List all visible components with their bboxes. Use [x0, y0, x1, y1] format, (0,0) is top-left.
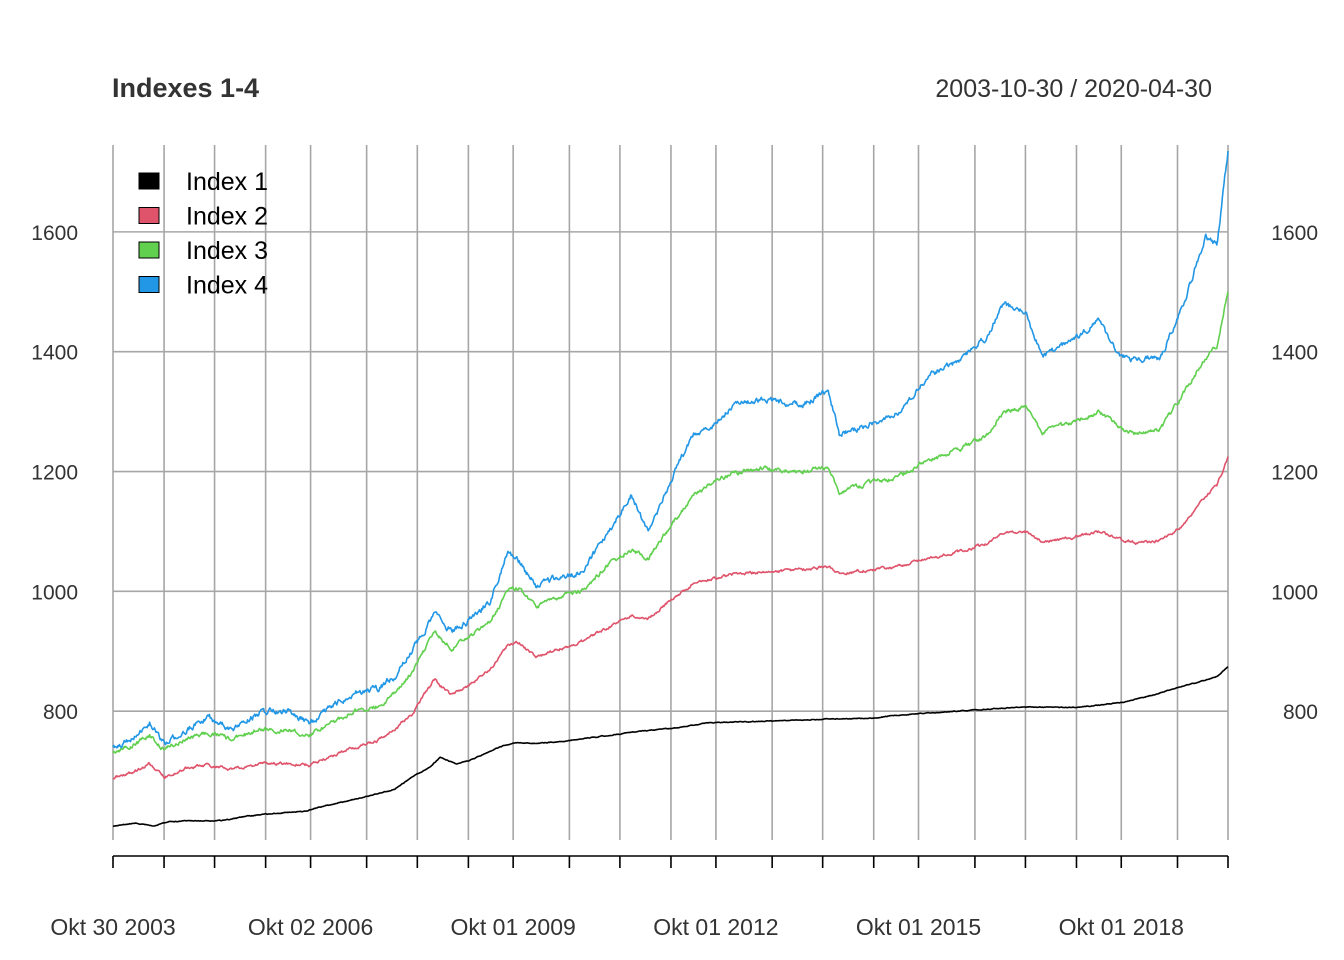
chart-title: Indexes 1-4	[112, 73, 259, 103]
y-tick-label-right: 1600	[1271, 222, 1318, 245]
x-tick-label: Okt 01 2018	[1059, 914, 1184, 940]
legend-label: Index 3	[186, 237, 268, 265]
x-tick-label: Okt 30 2003	[50, 914, 175, 940]
series-line-2	[112, 456, 1229, 780]
y-tick-label-left: 1400	[31, 342, 78, 365]
x-tick-label: Okt 01 2009	[451, 914, 576, 940]
grid	[112, 145, 1229, 840]
series-line-3	[112, 291, 1229, 754]
x-tick-label: Okt 01 2012	[653, 914, 778, 940]
y-tick-label-right: 1400	[1271, 342, 1318, 365]
legend-label: Index 2	[186, 203, 268, 231]
y-tick-label-right: 1000	[1271, 581, 1318, 604]
legend-label: Index 4	[186, 272, 268, 300]
x-tick-label: Okt 02 2006	[248, 914, 373, 940]
y-axis-left: 800 1000 1200 1400 1600	[31, 222, 78, 724]
legend-swatch	[138, 172, 160, 190]
y-tick-label-left: 1600	[31, 222, 78, 245]
series-line-1	[113, 666, 1229, 827]
series-lines	[112, 150, 1229, 827]
x-tick-label: Okt 01 2015	[856, 914, 981, 940]
x-axis: Okt 30 2003 Okt 02 2006 Okt 01 2009 Okt 01 …	[50, 855, 1229, 940]
legend-swatch	[138, 207, 160, 224]
series-line-4	[112, 150, 1229, 749]
y-tick-label-right: 1200	[1271, 462, 1318, 485]
y-tick-label-left: 1200	[31, 462, 78, 485]
y-tick-label-right: 800	[1283, 701, 1318, 724]
y-tick-label-left: 800	[43, 701, 78, 724]
y-tick-label-left: 1000	[31, 581, 78, 604]
y-axis-right: 800 1000 1200 1400 1600	[1271, 222, 1318, 724]
legend-label: Index 1	[186, 168, 268, 196]
legend-swatch	[138, 276, 160, 293]
chart-date-range: 2003-10-30 / 2020-04-30	[935, 75, 1212, 103]
legend: Index 1 Index 2 Index 3 Index 4	[138, 168, 268, 300]
legend-swatch	[138, 241, 160, 259]
